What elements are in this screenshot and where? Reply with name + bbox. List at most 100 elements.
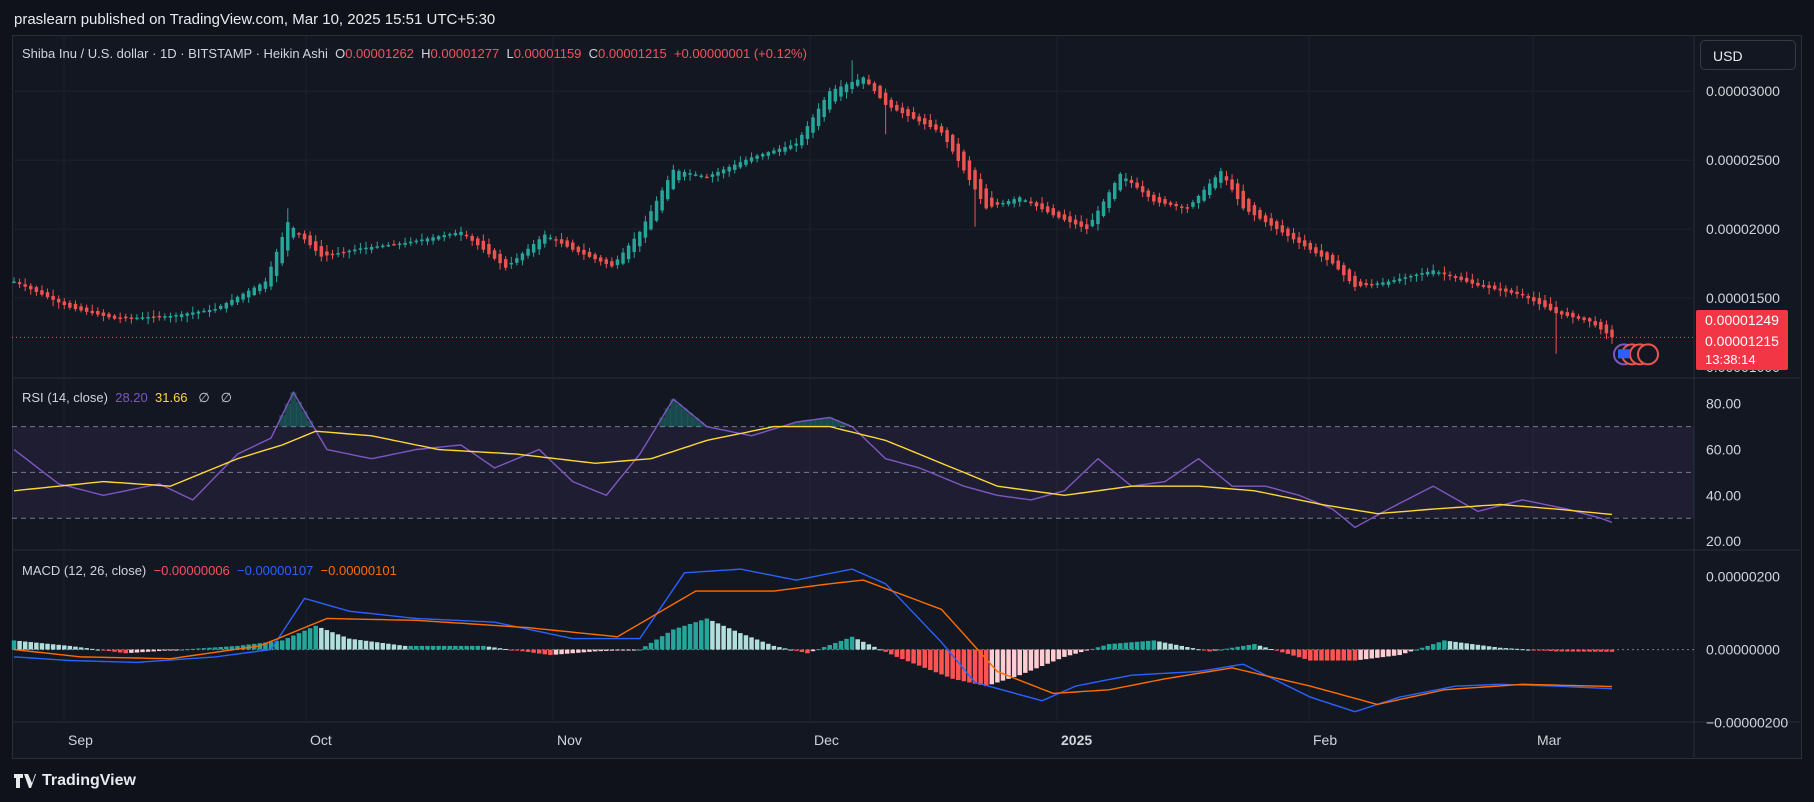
macd-histogram-bar — [799, 649, 805, 653]
rsi-overbought-fill — [698, 422, 705, 427]
rsi-ma-value: 31.66 — [155, 390, 188, 405]
chart-canvas[interactable]: Sep Oct Nov Dec 2025 Feb Mar 0.00003000 0.000025… — [0, 0, 1814, 760]
candle-body — [1163, 199, 1167, 204]
macd-histogram-bar — [402, 645, 408, 650]
candle-body — [1392, 280, 1396, 282]
price-badge-countdown: 13:38:14 — [1705, 352, 1756, 367]
candle-body — [140, 317, 145, 319]
candle-body — [403, 242, 407, 245]
candle-body — [1107, 192, 1111, 208]
macd-histogram-bar — [50, 644, 56, 650]
macd-histogram-bar — [855, 639, 860, 650]
macd-histogram-bar — [1034, 649, 1039, 669]
candle-body — [772, 150, 776, 154]
macd-histogram-bar — [1509, 648, 1514, 650]
candle-body — [414, 240, 419, 243]
tradingview-logo[interactable]: TradingView — [14, 772, 136, 790]
macd-histogram-bar — [218, 647, 223, 650]
macd-histogram-bar — [766, 643, 771, 650]
rsi-overbought-fill — [659, 417, 666, 427]
candle-body — [1576, 316, 1581, 319]
macd-histogram-bar — [609, 649, 615, 651]
candle-body — [1191, 202, 1195, 207]
macd-histogram-bar — [441, 645, 447, 650]
macd-histogram-bar — [866, 644, 872, 650]
macd-tick-label: 0.00000200 — [1706, 568, 1780, 584]
macd-histogram-bar — [1123, 642, 1129, 650]
candle-body — [1470, 279, 1475, 284]
candle-body — [1532, 297, 1536, 302]
macd-histogram-bar — [1386, 649, 1391, 657]
currency-button[interactable]: USD — [1700, 40, 1796, 70]
macd-histogram-bar — [341, 636, 346, 650]
candle-body — [660, 190, 664, 211]
candle-body — [917, 116, 921, 122]
macd-histogram-bar — [810, 649, 816, 652]
candle-body — [56, 298, 61, 303]
rsi-overbought-fill — [307, 420, 314, 427]
candle-body — [168, 315, 173, 318]
candle-body — [788, 145, 793, 149]
candle-body — [420, 239, 424, 242]
candle-body — [1448, 274, 1452, 277]
candle-body — [1135, 182, 1139, 188]
candle-body — [1012, 199, 1016, 204]
candle-body — [1286, 228, 1290, 236]
candle-body — [246, 290, 251, 298]
macd-histogram-bar — [956, 649, 961, 681]
candle-body — [1593, 321, 1597, 326]
candle-body — [1364, 283, 1368, 286]
candle-body — [621, 252, 625, 264]
candle-body — [1157, 197, 1162, 203]
candle-body — [1342, 265, 1346, 276]
macd-histogram-bar — [933, 649, 939, 673]
symbol-title: Shiba Inu / U.S. dollar · 1D · BITSTAMP … — [22, 46, 328, 61]
candle-body — [783, 147, 787, 152]
macd-histogram-bar — [916, 649, 922, 666]
macd-histogram-bar — [1319, 649, 1324, 661]
macd-histogram-bar — [1084, 649, 1090, 651]
candle-body — [1442, 272, 1447, 275]
candle-body — [1492, 285, 1497, 290]
rsi-legend: RSI (14, close) 28.20 31.66 ∅ ∅ — [22, 390, 232, 406]
candle-body — [833, 88, 838, 102]
macd-histogram-bar — [17, 640, 22, 650]
candle-body — [604, 259, 608, 264]
candle-body — [96, 310, 100, 315]
candle-body — [1481, 284, 1486, 287]
rsi-overbought-fill — [295, 401, 302, 427]
candle-body — [12, 281, 16, 283]
macd-histogram-bar — [989, 649, 995, 685]
rsi-overbought-fill — [670, 399, 677, 427]
candle-body — [699, 175, 703, 178]
candle-body — [408, 241, 413, 244]
macd-legend: MACD (12, 26, close) −0.00000006 −0.0000… — [22, 563, 397, 578]
macd-histogram-bar — [101, 649, 106, 651]
candle-body — [492, 250, 497, 259]
candle-body — [1068, 216, 1072, 223]
candle-body — [1185, 207, 1190, 209]
candle-body — [431, 237, 435, 241]
macd-histogram-bar — [1028, 649, 1034, 671]
candle-body — [978, 179, 983, 199]
candle-body — [1599, 321, 1603, 330]
macd-histogram-bar — [592, 649, 598, 652]
macd-histogram-bar — [1442, 640, 1447, 650]
candle-body — [453, 232, 458, 236]
candle-body — [939, 126, 944, 133]
macd-histogram-bar — [313, 625, 318, 650]
candle-body — [1381, 282, 1385, 285]
macd-histogram-bar — [430, 645, 436, 650]
macd-histogram-bar — [1430, 644, 1436, 650]
candle-body — [1207, 183, 1212, 196]
x-tick-label: Oct — [310, 732, 332, 748]
macd-histogram-bar — [414, 645, 419, 650]
candle-body — [1453, 276, 1458, 279]
macd-histogram-bar — [1570, 649, 1576, 652]
candle-body — [1336, 260, 1340, 270]
rsi-overbought-fill — [832, 419, 839, 427]
macd-histogram-bar — [1246, 645, 1252, 650]
macd-histogram-bar — [486, 646, 492, 650]
candle-body — [1302, 240, 1307, 247]
macd-histogram-bar — [520, 649, 525, 652]
